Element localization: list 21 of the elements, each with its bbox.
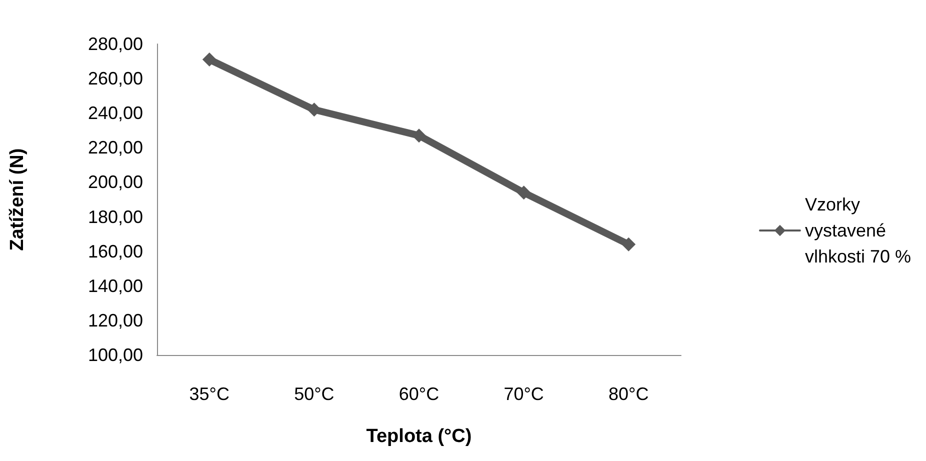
x-tick-label: 70°C [504,384,544,404]
y-tick-label: 240,00 [88,103,143,124]
y-tick-label: 280,00 [88,34,143,54]
x-axis-title: Teplota (°C) [366,426,472,447]
y-tick-label: 180,00 [88,206,143,227]
y-tick-label: 160,00 [88,241,143,262]
y-tick-label: 200,00 [88,172,143,192]
y-tick-label: 100,00 [88,345,143,365]
x-tick-label: 35°C [189,384,230,404]
y-tick-label: 260,00 [88,68,143,89]
point [622,237,636,252]
y-tick-label: 120,00 [88,310,143,330]
legend-label: Vzorky vystavené vlhkosti 70 % [804,194,912,266]
y-tick-label: 140,00 [88,276,143,296]
point [516,186,531,200]
x-tick-label: 80°C [608,384,649,404]
y-tick-label: 220,00 [88,138,143,158]
point [202,52,216,67]
y-axis-title: Zatížení (N) [7,148,28,251]
x-tick-label: 50°C [294,384,334,404]
x-tick-label: 60°C [398,384,440,404]
